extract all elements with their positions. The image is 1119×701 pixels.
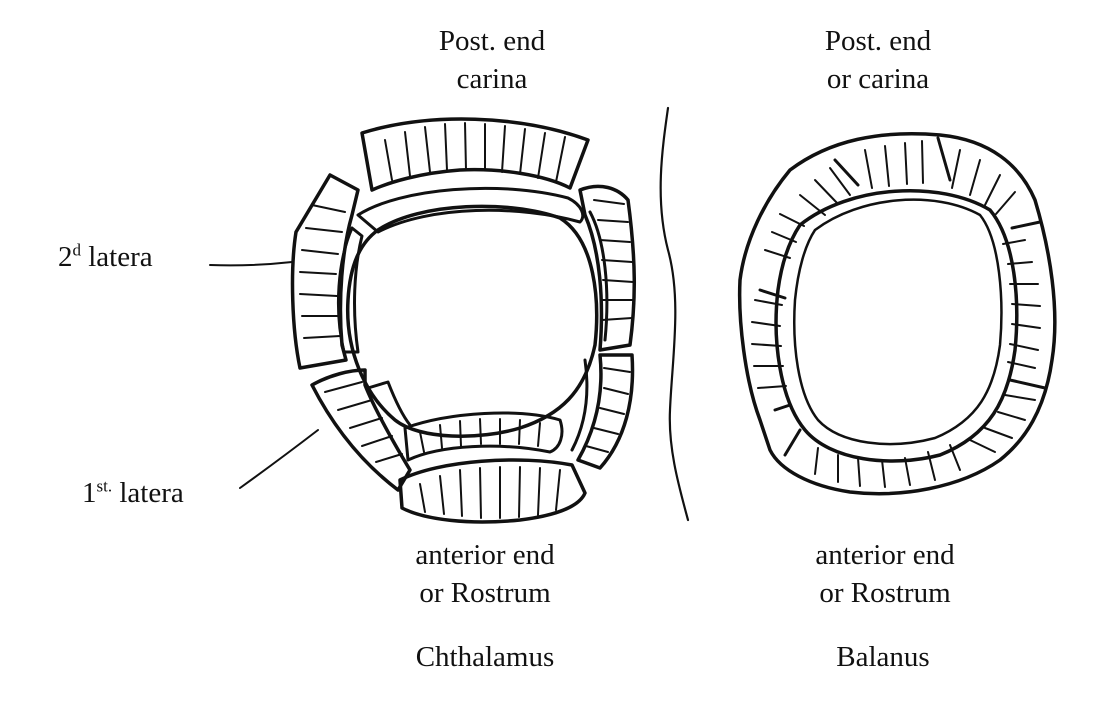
chthalamus-right-inner bbox=[570, 210, 609, 452]
balanus-posterior-label: Post. end or carina bbox=[778, 22, 978, 98]
balanus-name: Balanus bbox=[836, 641, 930, 673]
chthalamus-carina-sheath bbox=[356, 186, 585, 234]
second-latera-suffix: d bbox=[72, 240, 82, 260]
balanus-outer-shell bbox=[737, 132, 1057, 496]
first-latera-number: 1 bbox=[82, 477, 97, 509]
chthalamus-left-first-latera-inner bbox=[366, 380, 412, 427]
chthalamus-left-sheath bbox=[337, 226, 364, 354]
balanus-anterior-line2: or Rostrum bbox=[819, 577, 951, 609]
chthalamus-posterior-label: Post. end carina bbox=[392, 22, 592, 98]
chthalamus-posterior-line1: Post. end bbox=[438, 25, 546, 57]
chthalamus-left-first-latera-plate bbox=[310, 368, 412, 492]
chthalamus-rostrum-plate bbox=[398, 458, 587, 524]
balanus-inner-sheath bbox=[793, 198, 1003, 446]
balanus-plate-sutures bbox=[758, 136, 1047, 457]
second-latera-label: 2d latera bbox=[58, 238, 153, 276]
second-latera-number: 2 bbox=[58, 241, 73, 273]
chthalamus-rostrum-inner bbox=[403, 411, 564, 462]
chthalamus-anterior-label: anterior end or Rostrum bbox=[385, 536, 585, 612]
first-latera-suffix: st. bbox=[96, 476, 113, 496]
balanus-shell bbox=[737, 132, 1057, 496]
balanus-striations bbox=[751, 140, 1041, 488]
balanus-anterior-label: anterior end or Rostrum bbox=[785, 536, 985, 612]
divider-line bbox=[659, 106, 690, 522]
chthalamus-right-lower-plate bbox=[576, 353, 635, 470]
chthalamus-carina-plate bbox=[360, 117, 590, 192]
first-latera-label: 1st. latera bbox=[82, 474, 184, 512]
second-latera-word: latera bbox=[88, 241, 153, 273]
chthalamus-anterior-line1: anterior end bbox=[415, 539, 555, 571]
chthalamus-name: Chthalamus bbox=[415, 641, 555, 673]
balanus-anterior-line1: anterior end bbox=[815, 539, 955, 571]
balanus-posterior-line1: Post. end bbox=[824, 25, 932, 57]
chthalamus-anterior-line2: or Rostrum bbox=[419, 577, 551, 609]
balanus-orifice bbox=[774, 189, 1019, 463]
chthalamus-shell bbox=[290, 117, 637, 524]
chthalamus-orifice bbox=[345, 204, 599, 438]
first-latera-leader bbox=[239, 429, 319, 489]
second-latera-leader bbox=[209, 261, 293, 267]
chthalamus-right-upper-plate bbox=[578, 184, 637, 352]
first-latera-word: latera bbox=[119, 477, 184, 509]
balanus-posterior-line2: or carina bbox=[826, 63, 930, 95]
chthalamus-striations bbox=[299, 122, 634, 519]
chthalamus-posterior-line2: carina bbox=[456, 63, 528, 95]
